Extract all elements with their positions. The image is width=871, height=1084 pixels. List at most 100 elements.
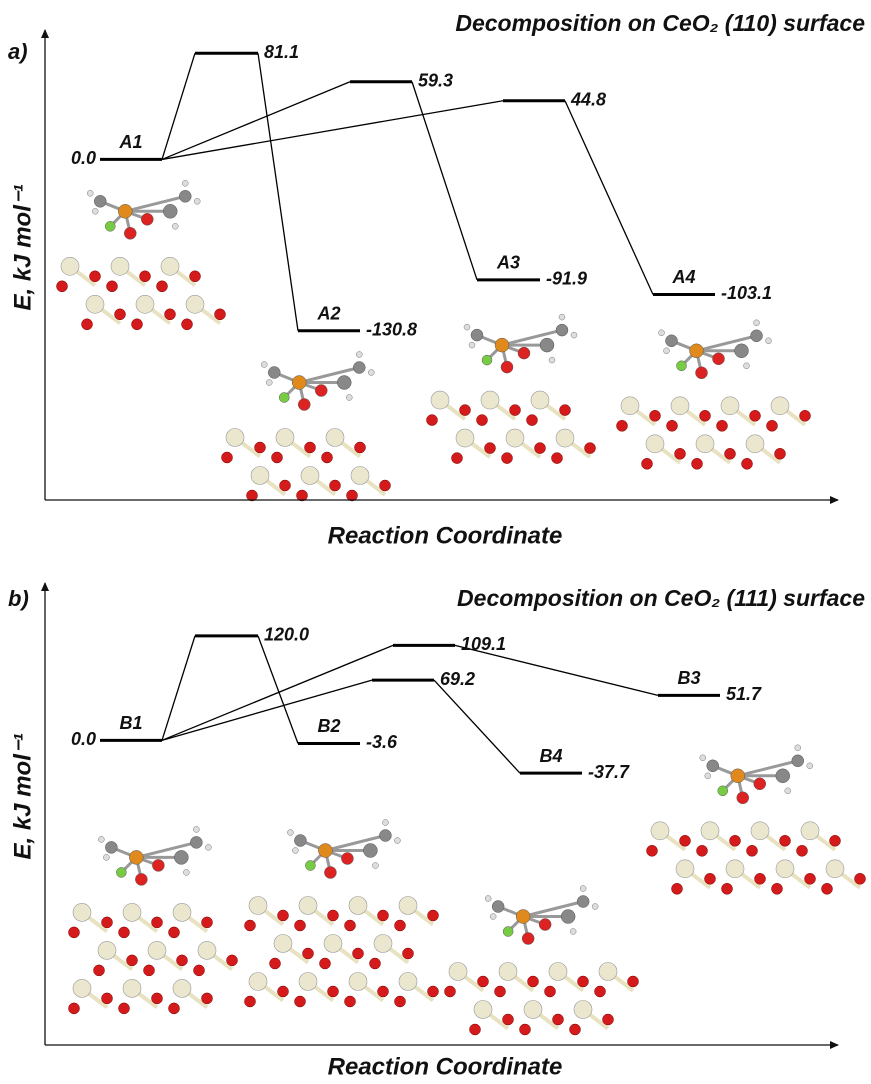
atom — [667, 420, 678, 431]
atom — [830, 835, 841, 846]
atom — [92, 208, 98, 214]
atom — [374, 935, 392, 953]
atom — [785, 788, 791, 794]
atom — [807, 763, 813, 769]
value-label: 69.2 — [440, 669, 475, 689]
atom — [276, 429, 294, 447]
atom — [717, 420, 728, 431]
atom — [701, 822, 719, 840]
atom — [163, 204, 177, 218]
molecule-structure — [222, 352, 391, 502]
atom — [337, 376, 351, 390]
atom — [754, 778, 766, 790]
atom — [726, 860, 744, 878]
atom — [173, 979, 191, 997]
atom — [251, 467, 269, 485]
atom — [345, 996, 356, 1007]
atom — [647, 845, 658, 856]
atom — [599, 963, 617, 981]
atom — [87, 190, 93, 196]
atom — [690, 344, 704, 358]
atom — [378, 986, 389, 997]
atom — [227, 955, 238, 966]
connector — [162, 636, 195, 740]
molecule-structure — [445, 886, 639, 1036]
y-axis-label: E, kJ mol⁻¹ — [9, 184, 36, 310]
atom — [116, 867, 126, 877]
atom — [744, 363, 750, 369]
atom — [222, 452, 233, 463]
atom — [353, 362, 365, 374]
atom — [169, 927, 180, 938]
molecule-structure — [427, 314, 596, 464]
atom — [617, 420, 628, 431]
atom — [577, 896, 589, 908]
atom — [697, 845, 708, 856]
atom — [855, 873, 866, 884]
atom — [324, 867, 336, 879]
atom — [705, 773, 711, 779]
atom — [346, 395, 352, 401]
atom — [172, 223, 178, 229]
atom — [299, 897, 317, 915]
molecule-structure — [69, 826, 238, 1014]
atom — [123, 979, 141, 997]
molecule-structure — [57, 180, 226, 329]
atom — [194, 198, 200, 204]
atom — [826, 860, 844, 878]
atom — [700, 410, 711, 421]
atom — [270, 958, 281, 969]
atom — [272, 452, 283, 463]
atom — [98, 941, 116, 959]
atom — [152, 993, 163, 1004]
atom — [280, 480, 291, 491]
atom — [677, 361, 687, 371]
atom — [73, 979, 91, 997]
atom — [182, 319, 193, 330]
atom — [552, 453, 563, 464]
atom — [135, 873, 147, 885]
atom — [482, 355, 492, 365]
panel-label: a) — [8, 39, 28, 64]
atom — [481, 391, 499, 409]
molecule-structure — [647, 745, 866, 895]
atom — [90, 271, 101, 282]
atom — [553, 1014, 564, 1025]
atom — [57, 281, 68, 292]
atom — [731, 769, 745, 783]
value-label: -103.1 — [721, 283, 772, 303]
atom — [298, 399, 310, 411]
atom — [299, 973, 317, 991]
atom — [287, 830, 293, 836]
atom — [61, 257, 79, 275]
connector — [162, 645, 393, 740]
atom — [292, 848, 298, 854]
value-label: -91.9 — [546, 269, 587, 289]
atom — [735, 344, 749, 358]
atom — [570, 929, 576, 935]
atom — [148, 941, 166, 959]
atom — [628, 976, 639, 987]
atom — [328, 910, 339, 921]
atom — [571, 332, 577, 338]
atom — [382, 820, 388, 826]
atom — [464, 324, 470, 330]
atom — [119, 1003, 130, 1014]
atom — [140, 271, 151, 282]
atom — [363, 844, 377, 858]
atom — [556, 429, 574, 447]
atom — [395, 920, 406, 931]
state-label: B3 — [677, 668, 700, 688]
atom — [713, 353, 725, 365]
atom — [780, 835, 791, 846]
atom — [372, 863, 378, 869]
connector — [162, 53, 195, 159]
atom — [531, 391, 549, 409]
atom — [721, 397, 739, 415]
atom — [700, 755, 706, 761]
atom — [460, 405, 471, 416]
state-label: A4 — [671, 267, 695, 287]
atom — [111, 257, 129, 275]
atom — [245, 920, 256, 931]
state-label: A3 — [496, 253, 520, 273]
